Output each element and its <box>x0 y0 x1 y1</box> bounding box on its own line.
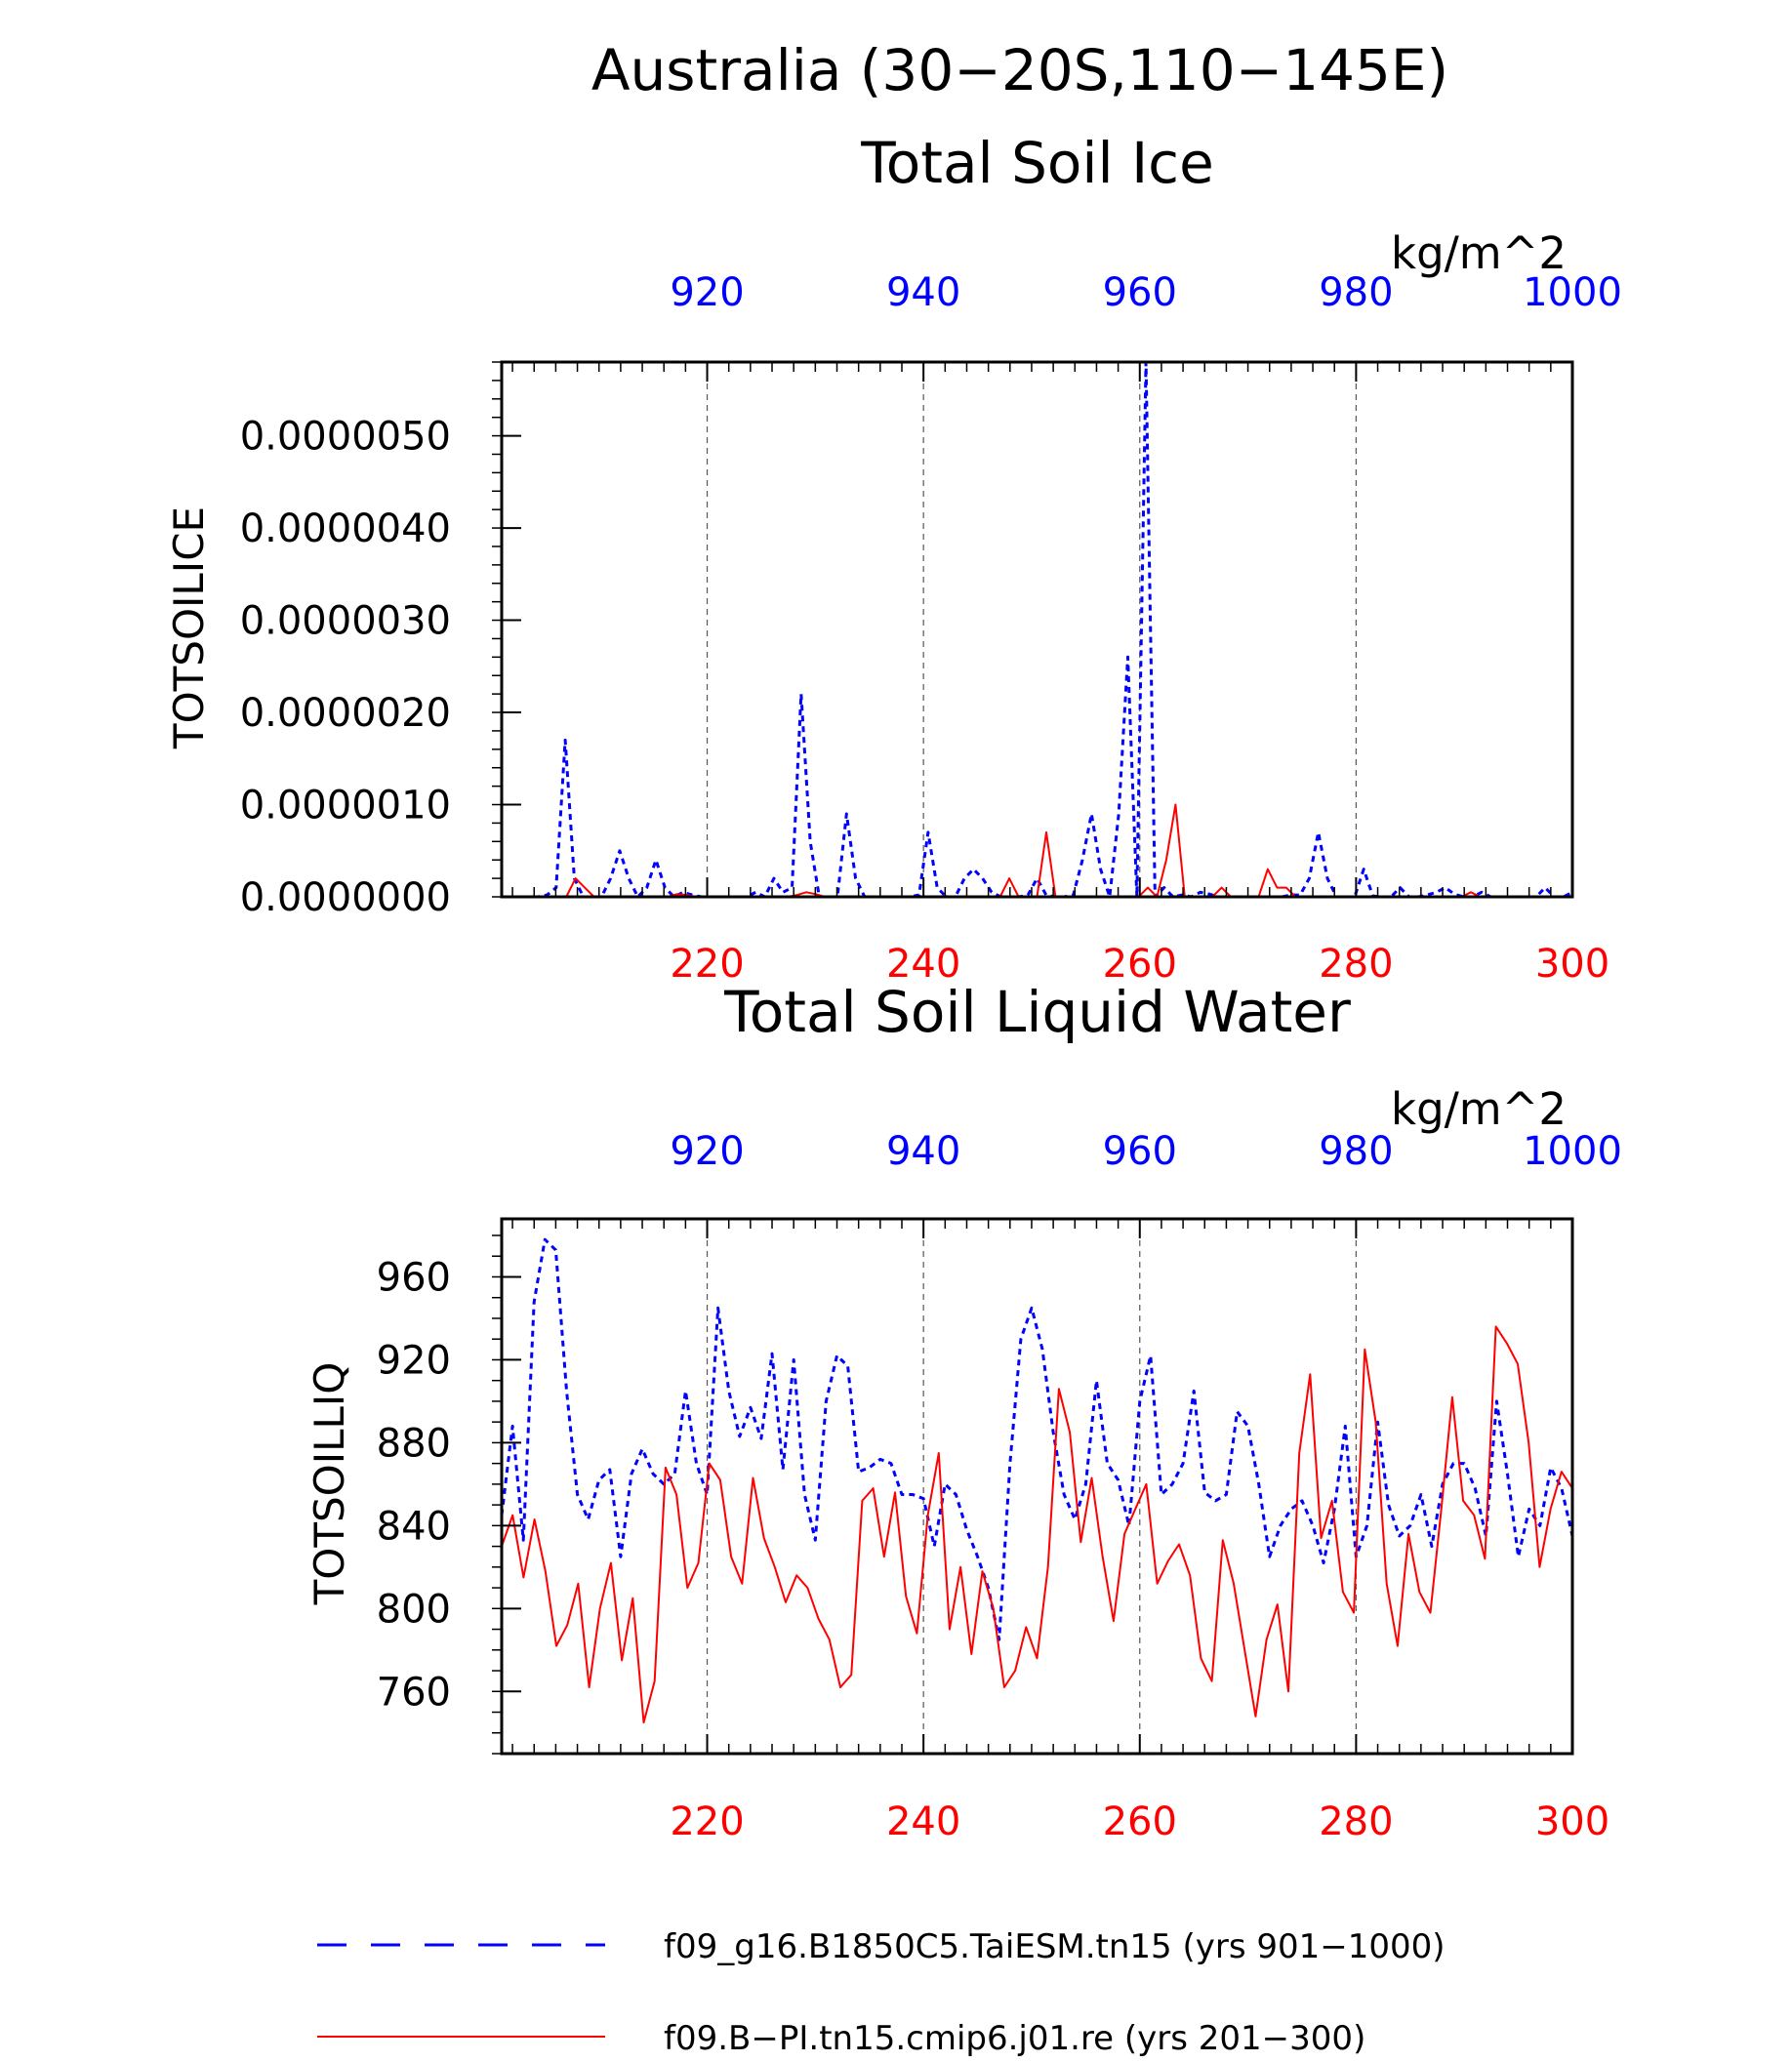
panel-soil-liquid-title: Total Soil Liquid Water <box>723 979 1351 1045</box>
panel-soil-liquid-gridlines <box>706 1219 1357 1754</box>
legend-label-red: f09.B−PI.tn15.cmip6.j01.re (yrs 201−300) <box>664 2019 1365 2058</box>
top-tick-label: 1000 <box>1523 1129 1622 1174</box>
bottom-tick-label: 220 <box>670 1799 744 1844</box>
panel-soil-liquid-frame <box>500 1217 1574 1756</box>
bottom-tick-label: 240 <box>886 942 960 987</box>
bottom-tick-label: 220 <box>670 942 744 987</box>
panel-soil-ice-axes: 0.0000000 0.0000010 0.0000020 0.0000030 0.00… <box>240 270 1622 987</box>
y-tick-label: 880 <box>377 1421 451 1466</box>
panel-soil-ice-units: kg/m^2 <box>1391 227 1567 279</box>
y-tick-label: 0.0000020 <box>240 691 451 736</box>
y-tick-label: 0.0000030 <box>240 599 451 644</box>
legend-label-blue: f09_g16.B1850C5.TaiESM.tn15 (yrs 901−100… <box>664 1927 1446 1966</box>
panel-soil-ice: Total Soil Ice kg/m^2 TOTSOILICE 0.00000… <box>165 130 1622 987</box>
bottom-tick-label: 280 <box>1319 942 1393 987</box>
top-tick-label: 980 <box>1319 270 1393 315</box>
top-tick-label: 960 <box>1103 270 1177 315</box>
y-tick-label: 0.0000000 <box>240 875 451 920</box>
y-tick-label: 0.0000050 <box>240 415 451 460</box>
panel-soil-liquid-series <box>500 1237 1574 1724</box>
series-line-blue <box>502 360 1573 899</box>
y-tick-label: 960 <box>377 1255 451 1300</box>
series-line-red <box>501 1325 1573 1724</box>
y-tick-label: 0.0000010 <box>240 784 451 829</box>
top-tick-label: 940 <box>886 1129 960 1174</box>
top-tick-label: 980 <box>1319 1129 1393 1174</box>
panel-soil-ice-title: Total Soil Ice <box>860 130 1214 196</box>
panel-soil-liquid: Total Soil Liquid Water kg/m^2 TOTSOILLI… <box>305 979 1622 1844</box>
y-tick-label: 920 <box>377 1338 451 1383</box>
panel-soil-liquid-axes: 760 800 840 880 920 960 220 240 260 280 300 920 940 9… <box>377 1129 1622 1844</box>
panel-soil-liquid-ylabel: TOTSOILLIQ <box>305 1362 353 1606</box>
panel-soil-ice-ylabel: TOTSOILICE <box>165 506 213 749</box>
legend: f09_g16.B1850C5.TaiESM.tn15 (yrs 901−100… <box>317 1927 1446 2058</box>
y-tick-label: 840 <box>377 1504 451 1549</box>
top-tick-label: 940 <box>886 270 960 315</box>
top-tick-label: 920 <box>670 1129 744 1174</box>
y-tick-label: 0.0000040 <box>240 506 451 551</box>
bottom-tick-label: 300 <box>1535 1799 1609 1844</box>
figure-title: Australia (30−20S,110−145E) <box>591 37 1448 103</box>
bottom-tick-label: 300 <box>1535 942 1609 987</box>
panel-soil-ice-series <box>502 360 1573 899</box>
top-tick-label: 960 <box>1103 1129 1177 1174</box>
panel-soil-liquid-units: kg/m^2 <box>1391 1083 1567 1135</box>
panel-soil-ice-gridlines <box>706 362 1357 897</box>
y-tick-label: 760 <box>377 1670 451 1715</box>
top-tick-label: 1000 <box>1523 270 1622 315</box>
y-tick-label: 800 <box>377 1587 451 1632</box>
bottom-tick-label: 240 <box>886 1799 960 1844</box>
top-tick-label: 920 <box>670 270 744 315</box>
series-line-blue <box>500 1237 1574 1641</box>
bottom-tick-label: 260 <box>1103 942 1177 987</box>
bottom-tick-label: 260 <box>1103 1799 1177 1844</box>
bottom-tick-label: 280 <box>1319 1799 1393 1844</box>
panel-soil-ice-frame <box>500 360 1574 899</box>
